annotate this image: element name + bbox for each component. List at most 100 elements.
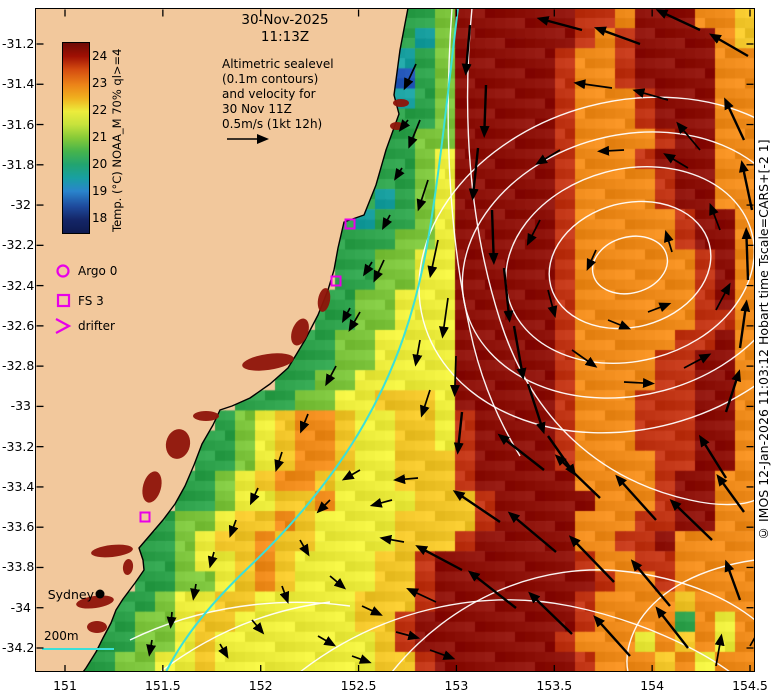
velocity-arrow xyxy=(452,490,501,523)
estuary-blob xyxy=(91,544,133,558)
velocity-arrow xyxy=(526,383,546,435)
velocity-arrow xyxy=(664,230,674,253)
velocity-arrow xyxy=(597,145,625,156)
velocity-arrow xyxy=(316,499,331,514)
estuary-blob xyxy=(87,621,107,633)
ssh-contour xyxy=(591,235,669,295)
velocity-arrow xyxy=(528,591,573,635)
velocity-arrow xyxy=(412,339,423,367)
velocity-arrow xyxy=(329,575,347,590)
velocity-arrow xyxy=(714,633,725,667)
estuary-blob xyxy=(317,288,331,312)
velocity-arrow xyxy=(749,635,755,647)
ssh-contour xyxy=(466,8,755,506)
y-axis-label: -32 xyxy=(10,197,31,213)
velocity-arrow xyxy=(488,209,499,265)
velocity-arrow xyxy=(607,319,632,330)
y-axis-label: -32.6 xyxy=(2,317,35,333)
ssh-contour xyxy=(418,96,755,434)
velocity-arrow xyxy=(416,179,429,212)
ssh-contour xyxy=(505,166,755,364)
velocity-arrow xyxy=(716,473,745,513)
legend-label-fs: FS 3 xyxy=(78,294,104,308)
colorbar-label: Temp. (°C) NOAA_M 70% ql>=4 xyxy=(110,48,124,232)
velocity-arrow xyxy=(342,307,353,324)
velocity-arrow xyxy=(724,97,746,141)
annotation-line-2: (0.1m contours) xyxy=(222,72,319,86)
velocity-arrow xyxy=(317,635,337,647)
velocity-arrow xyxy=(669,499,713,541)
annotation-line-1: Altimetric sealevel xyxy=(222,57,334,71)
argo-legend-icon xyxy=(56,264,70,278)
velocity-arrow xyxy=(630,559,671,607)
estuary-blob xyxy=(393,99,409,107)
colorbar-tick-19: 19 xyxy=(92,184,108,198)
velocity-arrow xyxy=(497,433,545,471)
map-overlay xyxy=(35,8,755,672)
copyright-text: © IMOS 12-Jan-2026 11:03:12 Hobart time … xyxy=(756,139,771,541)
fs-mooring-legend-icon xyxy=(56,293,71,308)
velocity-arrow xyxy=(299,413,310,434)
velocity-arrow xyxy=(379,534,405,545)
y-axis-label: -31.8 xyxy=(2,156,35,172)
x-axis-label: 154.5 xyxy=(732,678,768,693)
legend-label-drifter: drifter xyxy=(78,319,115,333)
velocity-arrow xyxy=(190,583,201,601)
velocity-arrow xyxy=(415,545,463,572)
velocity-arrow xyxy=(724,369,741,413)
velocity-arrow xyxy=(341,469,361,481)
velocity-arrow xyxy=(419,389,431,418)
sydney-dot xyxy=(95,589,105,599)
velocity-arrow xyxy=(571,349,598,368)
velocity-arrow xyxy=(325,365,337,387)
y-axis-label: -32.8 xyxy=(2,358,35,374)
y-axis-label: -33.8 xyxy=(2,559,35,575)
x-axis-label: 151.5 xyxy=(144,678,181,693)
velocity-arrow xyxy=(369,498,393,508)
velocity-arrow xyxy=(536,16,583,32)
velocity-arrow xyxy=(398,119,411,132)
y-axis-label: -33 xyxy=(10,398,31,414)
velocity-arrow xyxy=(427,239,439,279)
colorbar-tick-20: 20 xyxy=(92,157,108,171)
velocity-arrow xyxy=(251,619,265,635)
y-axis-label: -34 xyxy=(10,599,31,615)
isobath-200m-line xyxy=(165,8,459,672)
y-axis-label: -33.4 xyxy=(2,478,35,494)
velocity-arrow xyxy=(406,588,437,603)
velocity-arrow xyxy=(382,214,393,231)
velocity-arrow xyxy=(351,654,372,664)
velocity-arrow xyxy=(676,121,701,151)
velocity-arrow xyxy=(502,267,514,323)
velocity-arrow xyxy=(361,605,383,616)
velocity-arrow xyxy=(586,249,597,272)
land-group xyxy=(35,8,409,672)
velocity-arrow xyxy=(394,167,405,181)
velocity-arrow xyxy=(709,202,721,231)
velocity-arrow xyxy=(512,325,527,381)
x-axis-label: 152 xyxy=(248,678,273,693)
isobath-label: 200m xyxy=(44,629,79,643)
fs-mooring-marker xyxy=(330,275,342,287)
velocity-arrow xyxy=(547,289,558,319)
velocity-arrow xyxy=(507,511,557,553)
velocity-arrow xyxy=(593,26,641,46)
y-axis-label: -34.2 xyxy=(2,640,35,655)
y-axis-label: -33.2 xyxy=(2,438,35,454)
estuary-blob xyxy=(242,353,294,371)
temperature-colorbar xyxy=(62,42,90,234)
colorbar-tick-22: 22 xyxy=(92,103,108,117)
velocity-arrow xyxy=(623,378,655,388)
velocity-arrow xyxy=(739,160,754,211)
velocity-arrow-group xyxy=(146,9,755,667)
ssh-contour xyxy=(548,200,712,330)
estuary-blob xyxy=(193,411,219,421)
velocity-arrow xyxy=(709,33,749,58)
velocity-arrow xyxy=(429,649,456,660)
y-axis-label: -31.2 xyxy=(2,36,35,51)
ssh-contour xyxy=(447,8,521,457)
velocity-arrow xyxy=(526,219,541,246)
fs-mooring-marker xyxy=(344,218,356,230)
velocity-arrow xyxy=(373,259,385,283)
